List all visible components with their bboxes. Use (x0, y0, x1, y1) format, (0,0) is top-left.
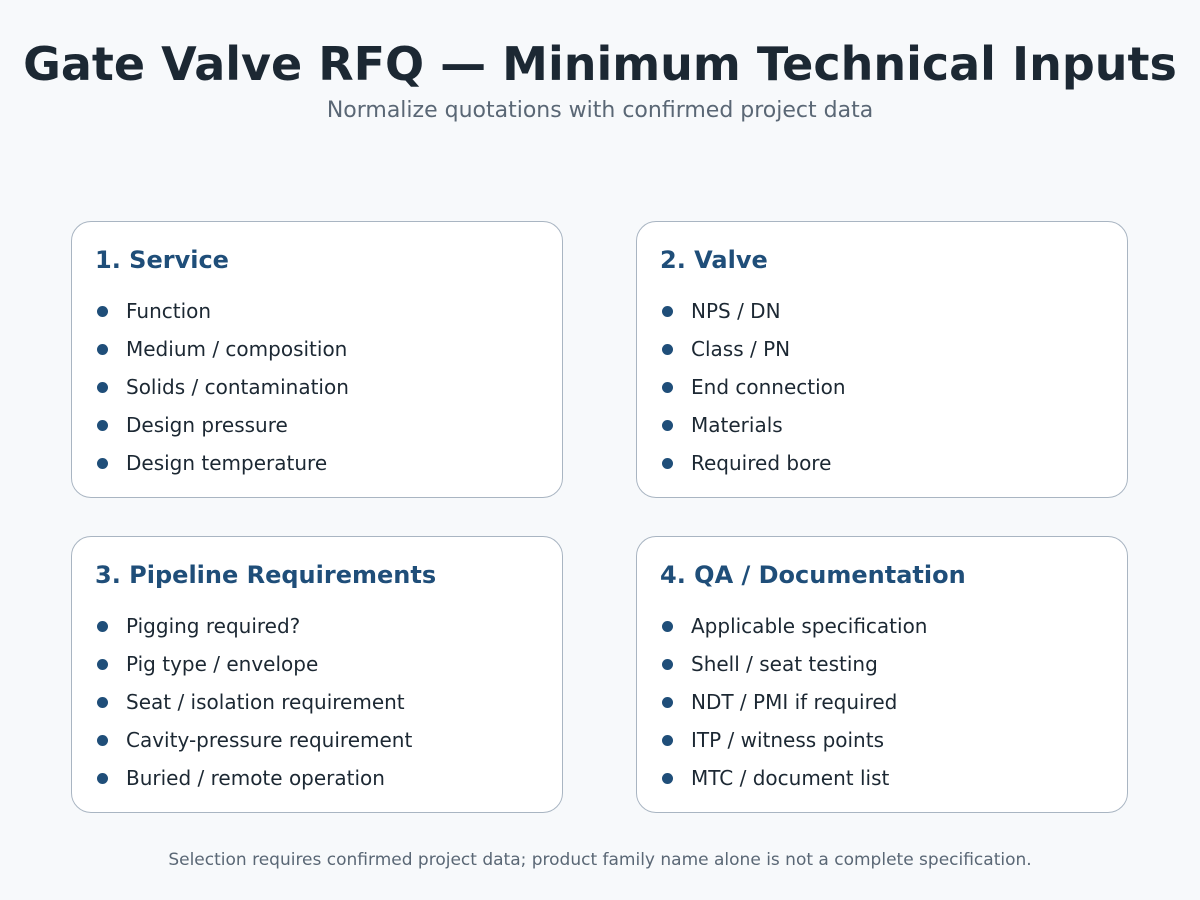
card-item-list: NPS / DN Class / PN End connection Mater… (662, 297, 846, 487)
list-item: Materials (662, 411, 846, 449)
card-pipeline-requirements: 3. Pipeline Requirements Pigging require… (71, 536, 563, 813)
list-item-label: End connection (691, 375, 846, 399)
bullet-icon (97, 773, 108, 784)
list-item-label: Design pressure (126, 413, 288, 437)
list-item-label: Cavity-pressure requirement (126, 728, 413, 752)
bullet-icon (662, 735, 673, 746)
bullet-icon (97, 382, 108, 393)
list-item: End connection (662, 373, 846, 411)
list-item: ITP / witness points (662, 726, 927, 764)
list-item: Pig type / envelope (97, 650, 412, 688)
list-item: Design temperature (97, 449, 349, 487)
bullet-icon (662, 659, 673, 670)
list-item: Cavity-pressure requirement (97, 726, 412, 764)
list-item: Applicable specification (662, 612, 927, 650)
list-item-label: Applicable specification (691, 614, 928, 638)
bullet-icon (97, 659, 108, 670)
card-item-list: Pigging required? Pig type / envelope Se… (97, 612, 412, 802)
card-item-list: Function Medium / composition Solids / c… (97, 297, 349, 487)
list-item-label: MTC / document list (691, 766, 890, 790)
list-item: Seat / isolation requirement (97, 688, 412, 726)
card-valve: 2. Valve NPS / DN Class / PN End connect… (636, 221, 1128, 498)
footnote: Selection requires confirmed project dat… (168, 850, 1032, 870)
bullet-icon (662, 621, 673, 632)
list-item: Class / PN (662, 335, 846, 373)
list-item-label: Function (126, 299, 212, 323)
list-item: Shell / seat testing (662, 650, 927, 688)
list-item-label: NPS / DN (691, 299, 781, 323)
list-item: Function (97, 297, 349, 335)
bullet-icon (97, 735, 108, 746)
page-subtitle: Normalize quotations with confirmed proj… (326, 98, 874, 123)
list-item: Design pressure (97, 411, 349, 449)
list-item-label: Buried / remote operation (126, 766, 385, 790)
card-item-list: Applicable specification Shell / seat te… (662, 612, 927, 802)
bullet-icon (662, 697, 673, 708)
list-item-label: Design temperature (126, 451, 328, 475)
bullet-icon (662, 420, 673, 431)
bullet-icon (662, 773, 673, 784)
page-title: Gate Valve RFQ — Minimum Technical Input… (23, 37, 1177, 91)
list-item-label: Materials (691, 413, 783, 437)
bullet-icon (662, 458, 673, 469)
list-item-label: Pig type / envelope (126, 652, 319, 676)
card-heading: 4. QA / Documentation (660, 561, 966, 589)
card-heading: 2. Valve (660, 246, 768, 274)
list-item-label: NDT / PMI if required (691, 690, 898, 714)
list-item: Buried / remote operation (97, 764, 412, 802)
bullet-icon (97, 344, 108, 355)
list-item-label: Solids / contamination (126, 375, 349, 399)
bullet-icon (97, 420, 108, 431)
list-item-label: Pigging required? (126, 614, 301, 638)
bullet-icon (662, 382, 673, 393)
card-qa-documentation: 4. QA / Documentation Applicable specifi… (636, 536, 1128, 813)
list-item-label: ITP / witness points (691, 728, 884, 752)
list-item-label: Required bore (691, 451, 832, 475)
list-item-label: Class / PN (691, 337, 791, 361)
bullet-icon (97, 458, 108, 469)
list-item-label: Shell / seat testing (691, 652, 878, 676)
bullet-icon (97, 621, 108, 632)
card-service: 1. Service Function Medium / composition… (71, 221, 563, 498)
card-heading: 3. Pipeline Requirements (95, 561, 437, 589)
card-heading: 1. Service (95, 246, 229, 274)
list-item: NPS / DN (662, 297, 846, 335)
bullet-icon (662, 344, 673, 355)
list-item: MTC / document list (662, 764, 927, 802)
list-item-label: Medium / composition (126, 337, 348, 361)
bullet-icon (97, 306, 108, 317)
list-item: Medium / composition (97, 335, 349, 373)
bullet-icon (662, 306, 673, 317)
bullet-icon (97, 697, 108, 708)
list-item: Pigging required? (97, 612, 412, 650)
list-item: Required bore (662, 449, 846, 487)
list-item: NDT / PMI if required (662, 688, 927, 726)
list-item: Solids / contamination (97, 373, 349, 411)
list-item-label: Seat / isolation requirement (126, 690, 405, 714)
